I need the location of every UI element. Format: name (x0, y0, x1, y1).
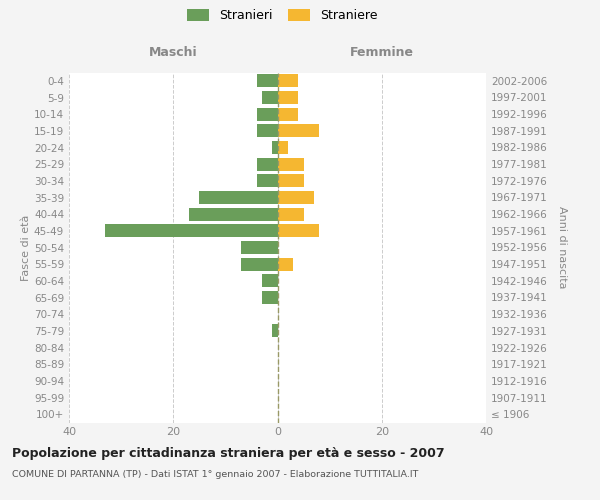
Bar (277, 124, 319, 138)
Bar (277, 208, 304, 220)
Bar (277, 174, 304, 188)
Bar (277, 74, 298, 88)
Bar (277, 91, 298, 104)
Bar (277, 258, 293, 270)
Bar (272, 324, 277, 338)
Text: Maschi: Maschi (149, 46, 197, 59)
Bar (277, 224, 319, 237)
Text: Popolazione per cittadinanza straniera per età e sesso - 2007: Popolazione per cittadinanza straniera p… (12, 448, 445, 460)
Bar (257, 74, 277, 88)
Bar (257, 174, 277, 188)
Bar (277, 108, 298, 120)
Bar (241, 258, 277, 270)
Bar (241, 241, 277, 254)
Bar (106, 224, 277, 237)
Bar (189, 208, 277, 220)
Bar (257, 158, 277, 170)
Bar (277, 191, 314, 204)
Text: COMUNE DI PARTANNA (TP) - Dati ISTAT 1° gennaio 2007 - Elaborazione TUTTITALIA.I: COMUNE DI PARTANNA (TP) - Dati ISTAT 1° … (12, 470, 418, 479)
Bar (262, 274, 277, 287)
Bar (262, 91, 277, 104)
Y-axis label: Fasce di età: Fasce di età (21, 214, 31, 280)
Y-axis label: Anni di nascita: Anni di nascita (557, 206, 567, 288)
Bar (277, 158, 304, 170)
Bar (257, 108, 277, 120)
Bar (277, 141, 288, 154)
Bar (257, 124, 277, 138)
Bar (272, 141, 277, 154)
Bar (199, 191, 277, 204)
Bar (262, 291, 277, 304)
Legend: Stranieri, Straniere: Stranieri, Straniere (187, 8, 377, 22)
Text: Femmine: Femmine (350, 46, 414, 59)
